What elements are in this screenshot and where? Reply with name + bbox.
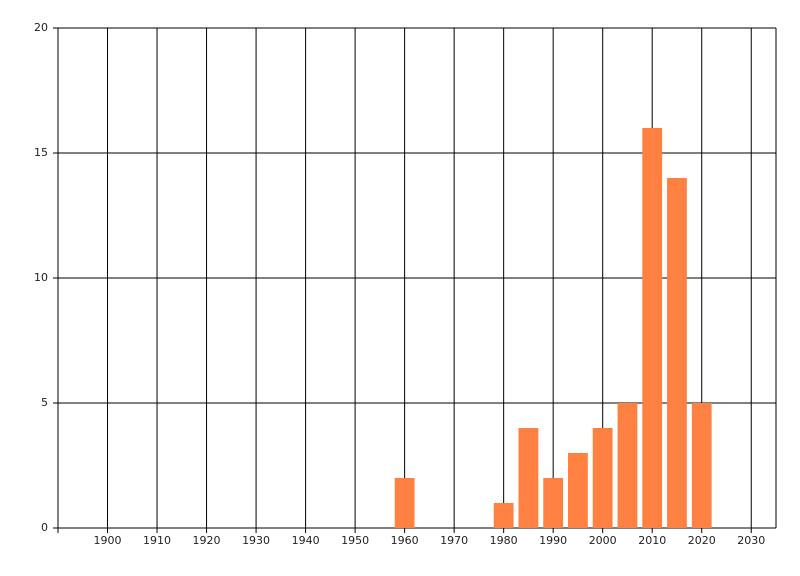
bar — [617, 403, 638, 528]
x-tick-label: 1950 — [341, 534, 369, 547]
y-tick-label: 15 — [34, 146, 48, 159]
bar — [568, 453, 588, 528]
bar — [592, 428, 613, 528]
bar — [642, 128, 663, 528]
x-tick-label: 2010 — [638, 534, 666, 547]
x-tick-label: 1960 — [391, 534, 419, 547]
x-tick-label: 1990 — [539, 534, 567, 547]
bar — [518, 428, 539, 528]
x-tick-label: 1910 — [143, 534, 171, 547]
bar — [493, 503, 514, 528]
y-tick-label: 20 — [34, 21, 48, 34]
y-tick-label: 10 — [34, 271, 48, 284]
x-tick-label: 2000 — [589, 534, 617, 547]
bar — [394, 478, 415, 528]
bar — [543, 478, 564, 528]
x-tick-label: 2030 — [737, 534, 765, 547]
x-tick-label: 1930 — [242, 534, 270, 547]
bar — [691, 403, 712, 528]
y-tick-label: 5 — [41, 396, 48, 409]
bar — [667, 178, 687, 528]
x-tick-label: 2020 — [688, 534, 716, 547]
x-tick-label: 1900 — [94, 534, 122, 547]
x-tick-label: 1920 — [193, 534, 221, 547]
x-tick-label: 1940 — [292, 534, 320, 547]
x-tick-label: 1980 — [490, 534, 518, 547]
x-tick-label: 1970 — [440, 534, 468, 547]
y-tick-label: 0 — [41, 521, 48, 534]
